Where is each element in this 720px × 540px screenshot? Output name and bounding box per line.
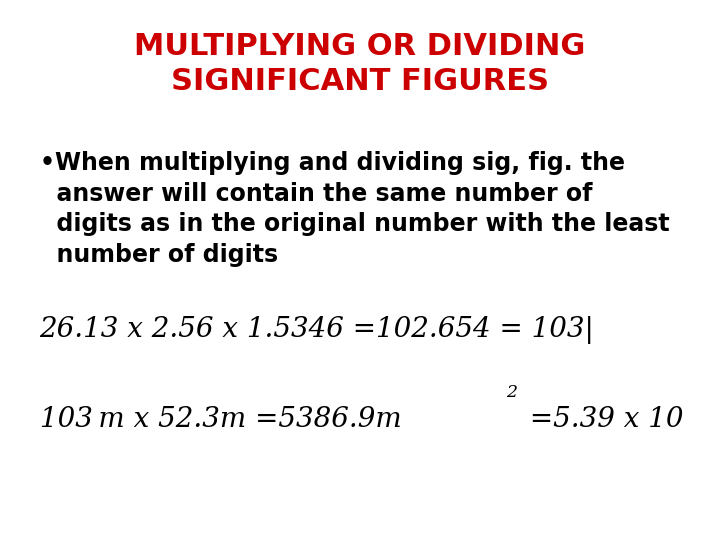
Text: MULTIPLYING OR DIVIDING
SIGNIFICANT FIGURES: MULTIPLYING OR DIVIDING SIGNIFICANT FIGU… [135, 32, 585, 96]
Text: 2: 2 [506, 384, 518, 401]
Text: 103 m x 52.3m =5386.9m: 103 m x 52.3m =5386.9m [40, 406, 401, 433]
Text: •When multiplying and dividing sig, fig. the
  answer will contain the same numb: •When multiplying and dividing sig, fig.… [40, 151, 669, 267]
Text: =5.39 x 10: =5.39 x 10 [521, 406, 692, 433]
Text: 26.13 x 2.56 x 1.5346 =102.654 = 103|: 26.13 x 2.56 x 1.5346 =102.654 = 103| [40, 316, 595, 344]
